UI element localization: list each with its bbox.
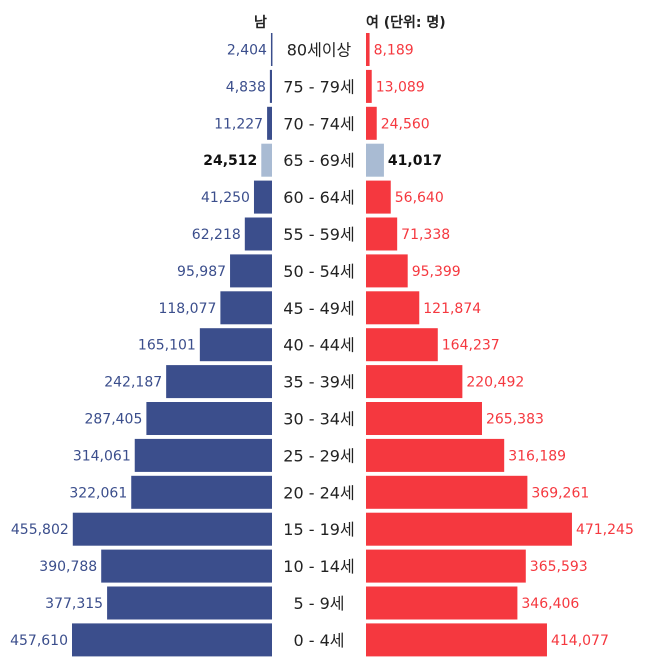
age-group-label: 55 - 59세 [283,225,354,244]
male-bar [107,586,272,620]
female-value-label: 164,237 [442,338,500,354]
female-bar [366,217,398,251]
female-value-label: 414,077 [551,633,609,649]
female-value-label: 316,189 [508,448,566,464]
female-value-label: 71,338 [401,227,450,243]
male-value-label: 118,077 [158,301,216,317]
age-group-label: 25 - 29세 [283,446,354,465]
male-bar [72,512,272,546]
female-bar [366,623,547,657]
male-bar [101,549,273,583]
male-value-label: 11,227 [214,116,263,132]
female-bar [366,69,372,103]
age-group-label: 45 - 49세 [283,299,354,318]
female-bar [366,438,505,472]
female-bar [366,586,518,620]
female-value-label: 13,089 [376,79,425,95]
age-group-label: 70 - 74세 [283,114,354,133]
age-group-label: 30 - 34세 [283,410,354,429]
age-group-label: 40 - 44세 [283,336,354,355]
male-bar [166,365,272,399]
male-value-label: 287,405 [84,412,142,428]
female-bar [366,254,408,288]
female-bar [366,512,572,546]
male-bar [270,33,273,66]
male-value-label: 62,218 [192,227,241,243]
female-value-label: 369,261 [531,485,589,501]
male-bar [72,623,272,657]
female-bar [366,291,420,325]
female-value-label: 220,492 [466,375,524,391]
male-value-label: 165,101 [138,338,196,354]
female-bar [366,549,526,583]
female-value-label: 8,189 [374,43,414,59]
female-value-label: 56,640 [395,190,444,206]
female-value-label: 24,560 [381,116,430,132]
male-bar [220,291,272,325]
male-value-label: 95,987 [177,264,226,280]
female-header: 여 (단위: 명) [366,15,446,31]
male-value-label: 390,788 [39,559,97,575]
male-value-label: 377,315 [45,596,103,612]
male-bar [253,180,272,214]
age-group-label: 0 - 4세 [293,631,344,650]
female-bar [366,328,438,362]
female-value-label: 346,406 [521,596,579,612]
age-group-label: 10 - 14세 [283,557,354,576]
male-value-label: 242,187 [104,375,162,391]
male-bar [269,69,272,103]
age-group-label: 20 - 24세 [283,483,354,502]
male-value-label: 322,061 [69,485,127,501]
male-value-label: 457,610 [10,633,68,649]
male-header: 남 [254,15,267,31]
male-value-label: 41,250 [201,190,250,206]
female-value-label: 95,399 [412,264,461,280]
age-group-label: 50 - 54세 [283,262,354,281]
male-bar [199,328,272,362]
age-group-label: 15 - 19세 [283,520,354,539]
age-group-label: 5 - 9세 [293,594,344,613]
male-bar [230,254,272,288]
male-value-label: 2,404 [227,43,267,59]
male-bar [134,438,272,472]
age-group-label: 80세이상 [287,41,352,60]
male-value-label: 314,061 [73,448,131,464]
female-bar [366,143,384,177]
female-bar [366,180,391,214]
male-bar [244,217,272,251]
female-value-label: 365,593 [530,559,588,575]
age-group-label: 60 - 64세 [283,188,354,207]
female-bar [366,402,482,435]
male-bar [146,402,272,435]
female-value-label: 41,017 [388,153,442,169]
female-value-label: 121,874 [423,301,481,317]
female-value-label: 471,245 [576,522,634,538]
male-bar [261,143,272,177]
female-value-label: 265,383 [486,412,544,428]
female-bar [366,106,377,140]
age-group-label: 35 - 39세 [283,373,354,392]
male-bar [131,475,272,509]
age-group-label: 65 - 69세 [283,151,354,170]
male-value-label: 24,512 [203,153,257,169]
female-bar [366,365,463,399]
female-bar [366,475,528,509]
male-value-label: 455,802 [11,522,69,538]
male-bar [267,106,272,140]
age-group-label: 75 - 79세 [283,77,354,96]
male-value-label: 4,838 [226,79,266,95]
female-bar [366,33,370,66]
